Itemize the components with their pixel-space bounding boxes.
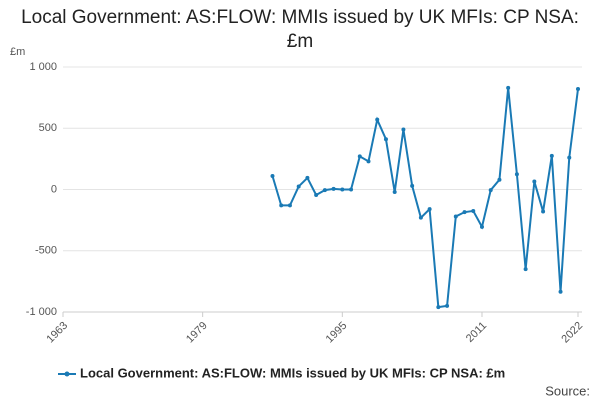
y-tick-label: 500 (39, 122, 57, 134)
data-point (296, 184, 301, 189)
data-point (410, 183, 415, 188)
data-point (340, 187, 345, 192)
data-point (523, 267, 528, 272)
legend-label: Local Government: AS:FLOW: MMIs issued b… (80, 365, 505, 380)
data-point (349, 187, 354, 192)
data-point (357, 154, 362, 159)
legend-marker (64, 371, 70, 377)
x-tick-label: 1963 (44, 320, 70, 346)
y-tick-label: -1 000 (26, 306, 57, 318)
y-tick-label: 1 000 (29, 61, 57, 73)
data-point (549, 153, 554, 158)
data-point (488, 188, 493, 193)
data-point (506, 85, 511, 90)
series-line (271, 87, 579, 309)
data-point (471, 208, 476, 213)
chart-title: Local Government: AS:FLOW: MMIs issued b… (21, 7, 579, 52)
data-point (418, 215, 423, 220)
data-point (541, 209, 546, 214)
y-axis-label: £m (10, 46, 25, 58)
data-point (322, 188, 327, 193)
data-point (287, 203, 292, 208)
x-tick-label: 2011 (464, 320, 489, 345)
x-tick-label: 1995 (324, 320, 350, 346)
data-point (270, 174, 275, 179)
data-point (479, 224, 484, 229)
y-tick-label: 0 (51, 183, 57, 195)
data-point (375, 117, 380, 122)
data-point (462, 210, 467, 215)
y-tick-label: -500 (35, 245, 57, 257)
data-point (436, 305, 441, 310)
data-point (453, 214, 458, 219)
data-point (305, 175, 310, 180)
source: Source: (545, 383, 590, 398)
data-point (279, 203, 284, 208)
x-tick-label: 1979 (184, 320, 210, 346)
data-point (576, 87, 580, 92)
data-point (427, 207, 432, 212)
data-point (445, 303, 450, 308)
data-point (331, 186, 336, 191)
data-point (558, 289, 563, 294)
data-point (532, 179, 537, 184)
data-point (514, 172, 519, 177)
x-tick-label: 2022 (559, 320, 585, 346)
data-point (383, 137, 388, 142)
data-point (567, 155, 572, 160)
data-point (392, 189, 397, 194)
data-point (314, 193, 319, 198)
data-point (366, 159, 371, 164)
data-point (401, 127, 406, 132)
data-point (497, 177, 502, 182)
